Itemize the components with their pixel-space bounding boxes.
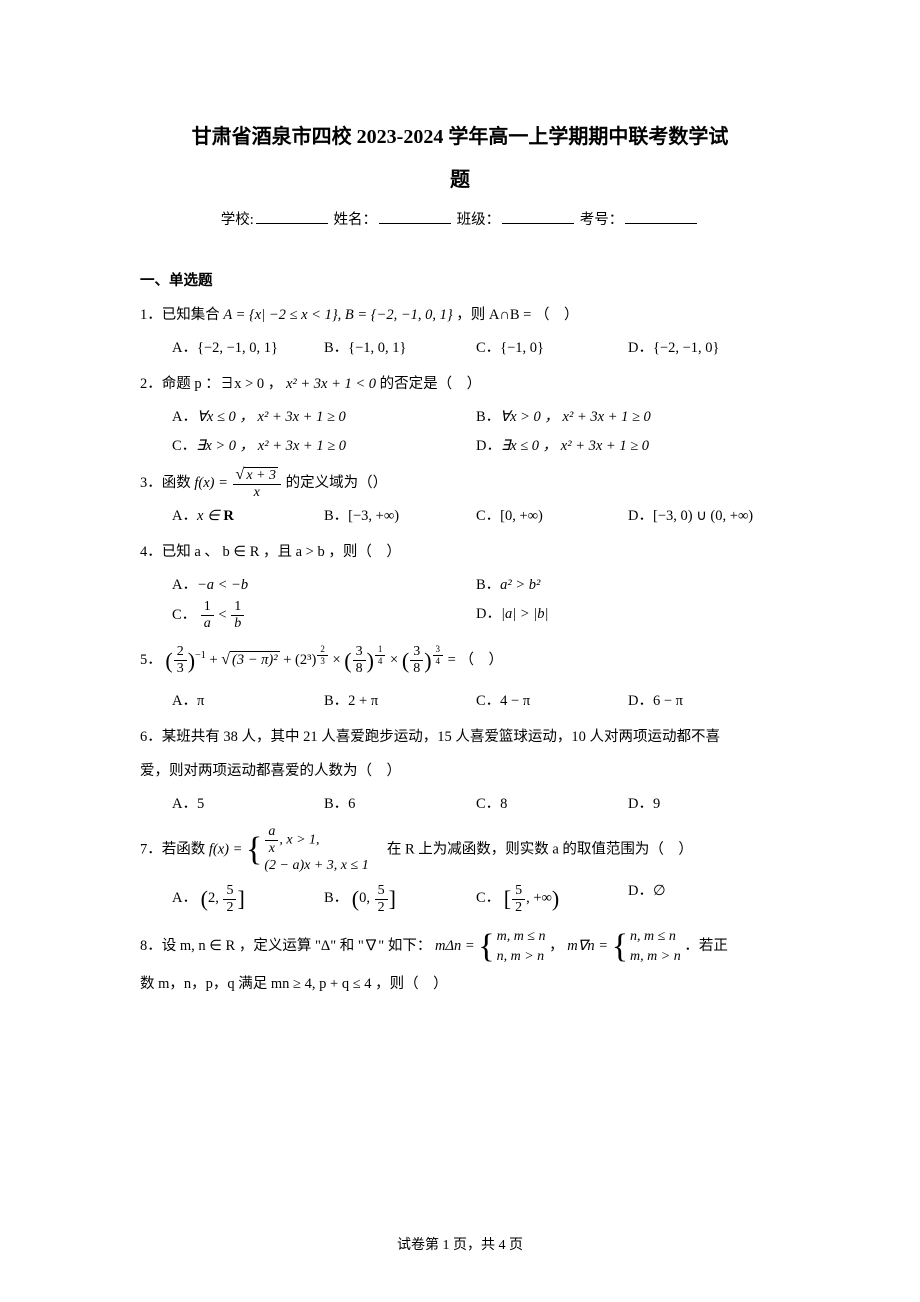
q4-stem: 4．已知 a 、 b ∈ R ，且 a > b ，则（ ） (140, 537, 780, 569)
q1-opt-A: A．{−2, −1, 0, 1} (172, 334, 324, 363)
page-title: 甘肃省酒泉市四校 2023-2024 学年高一上学期期中联考数学试 (140, 120, 780, 149)
page-footer: 试卷第 1 页，共 4 页 (0, 1234, 920, 1254)
q3-opt-C: C．[0, +∞) (476, 502, 628, 531)
q6-opt-A: A．5 (172, 790, 324, 819)
class-label: 班级： (457, 212, 501, 228)
q3-post: 的定义域为（） (286, 475, 388, 491)
q7-post: 在 R 上为减函数，则实数 a 的取值范围为（ ） (372, 841, 693, 857)
q2-opt-D: D．∃x ≤ 0 ， x² + 3x + 1 ≥ 0 (476, 432, 780, 461)
section-1-heading: 一、单选题 (140, 269, 780, 290)
q8-stem2: 数 m，n，p，q 满足 mn ≥ 4, p + q ≤ 4 ，则（ ） (140, 969, 780, 1001)
q3-frac: √x + 3 x (233, 467, 281, 500)
q7-opt-B: B． (0, 52] (324, 877, 476, 921)
q3-lhs: f(x) = (194, 475, 231, 491)
q7-lhs: f(x) = (209, 841, 246, 857)
question-2: 2．命题 p ：∃x > 0 ， x² + 3x + 1 < 0 的否定是（ ）… (140, 369, 780, 461)
q6-stem1: 6．某班共有 38 人，其中 21 人喜爱跑步运动，15 人喜爱篮球运动，10 … (140, 722, 780, 754)
q1-post: ，则 A∩B = （ ） (456, 307, 578, 323)
student-info-line: 学校: 姓名： 班级： 考号： (140, 208, 780, 229)
examno-label: 考号： (580, 212, 624, 228)
q1-opt-B: B．{−1, 0, 1} (324, 334, 476, 363)
question-1: 1．已知集合 A = {x| −2 ≤ x < 1}, B = {−2, −1,… (140, 300, 780, 363)
q5-num: 5． (140, 652, 162, 668)
q8-delta-lhs: mΔn = (435, 938, 478, 954)
q5-opt-A: A．π (172, 687, 324, 716)
q6-opt-B: B．6 (324, 790, 476, 819)
question-6: 6．某班共有 38 人，其中 21 人喜爱跑步运动，15 人喜爱篮球运动，10 … (140, 722, 780, 819)
q2-expr: x² + 3x + 1 < 0 (286, 376, 376, 392)
q8-delta-case: { m, m ≤ nn, m > n (478, 927, 545, 966)
q4-opt-B: B．a² > b² (476, 571, 780, 600)
q3-opt-D: D．[−3, 0) ∪ (0, +∞) (628, 502, 780, 531)
q2-pre: 2．命题 p ：∃x > 0 ， (140, 376, 286, 392)
q7-pre: 7．若函数 (140, 841, 209, 857)
class-blank (502, 210, 574, 224)
q6-opt-D: D．9 (628, 790, 780, 819)
q5-opt-C: C．4 − π (476, 687, 628, 716)
name-blank (379, 210, 451, 224)
examno-blank (625, 210, 697, 224)
q5-opt-D: D．6 − π (628, 687, 780, 716)
q7-opt-C: C． [52, +∞) (476, 877, 628, 921)
q1-pre: 1．已知集合 (140, 307, 223, 323)
q8-pre: 8．设 m, n ∈ R ，定义运算 "Δ" 和 "∇" 如下： (140, 938, 431, 954)
q1-opt-C: C．{−1, 0} (476, 334, 628, 363)
q7-opt-D: D．∅ (628, 877, 780, 921)
q8-nabla-lhs: m∇n = (567, 938, 611, 954)
question-3: 3．函数 f(x) = √x + 3 x 的定义域为（） A．x ∈ R B．[… (140, 467, 780, 531)
q2-opt-B: B．∀x > 0 ， x² + 3x + 1 ≥ 0 (476, 403, 780, 432)
q2-opt-C: C．∃x > 0 ， x² + 3x + 1 ≥ 0 (172, 432, 476, 461)
q6-opt-C: C．8 (476, 790, 628, 819)
question-8: 8．设 m, n ∈ R ，定义运算 "Δ" 和 "∇" 如下： mΔn = {… (140, 927, 780, 1000)
school-blank (256, 210, 328, 224)
q1-expr: A = {x| −2 ≤ x < 1}, B = {−2, −1, 0, 1} (223, 307, 452, 323)
question-7: 7．若函数 f(x) = { ax, x > 1, (2 − a)x + 3, … (140, 825, 780, 922)
q3-opt-A: A．x ∈ R (172, 502, 324, 531)
q6-stem2: 爱，则对两项运动都喜爱的人数为（ ） (140, 756, 780, 788)
q3-pre: 3．函数 (140, 475, 194, 491)
q5-opt-B: B．2 + π (324, 687, 476, 716)
q1-opt-D: D．{−2, −1, 0} (628, 334, 780, 363)
q4-opt-D: D．|a| > |b| (476, 600, 780, 631)
q4-opt-A: A．−a < −b (172, 571, 476, 600)
name-label: 姓名： (333, 212, 377, 228)
q5-eq: = （ ） (448, 652, 503, 668)
school-label: 学校: (221, 212, 254, 228)
q2-post: 的否定是（ ） (380, 376, 482, 392)
q3-opt-B: B．[−3, +∞) (324, 502, 476, 531)
question-5: 5． (23)−1 + √(3 − π)² + (2³)23 × (38)14 … (140, 637, 780, 716)
q2-opt-A: A．∀x ≤ 0 ， x² + 3x + 1 ≥ 0 (172, 403, 476, 432)
q4-opt-C: C． 1a < 1b (172, 600, 476, 631)
q8-sep: ， (549, 938, 567, 954)
question-4: 4．已知 a 、 b ∈ R ，且 a > b ，则（ ） A．−a < −b … (140, 537, 780, 631)
q8-mid: ．若正 (684, 938, 728, 954)
q7-opt-A: A． (2, 52] (172, 877, 324, 921)
page-title-line2: 题 (140, 163, 780, 192)
q8-nabla-case: { n, m ≤ nm, m > n (612, 927, 681, 966)
q7-piecewise: { ax, x > 1, (2 − a)x + 3, x ≤ 1 (246, 825, 369, 876)
